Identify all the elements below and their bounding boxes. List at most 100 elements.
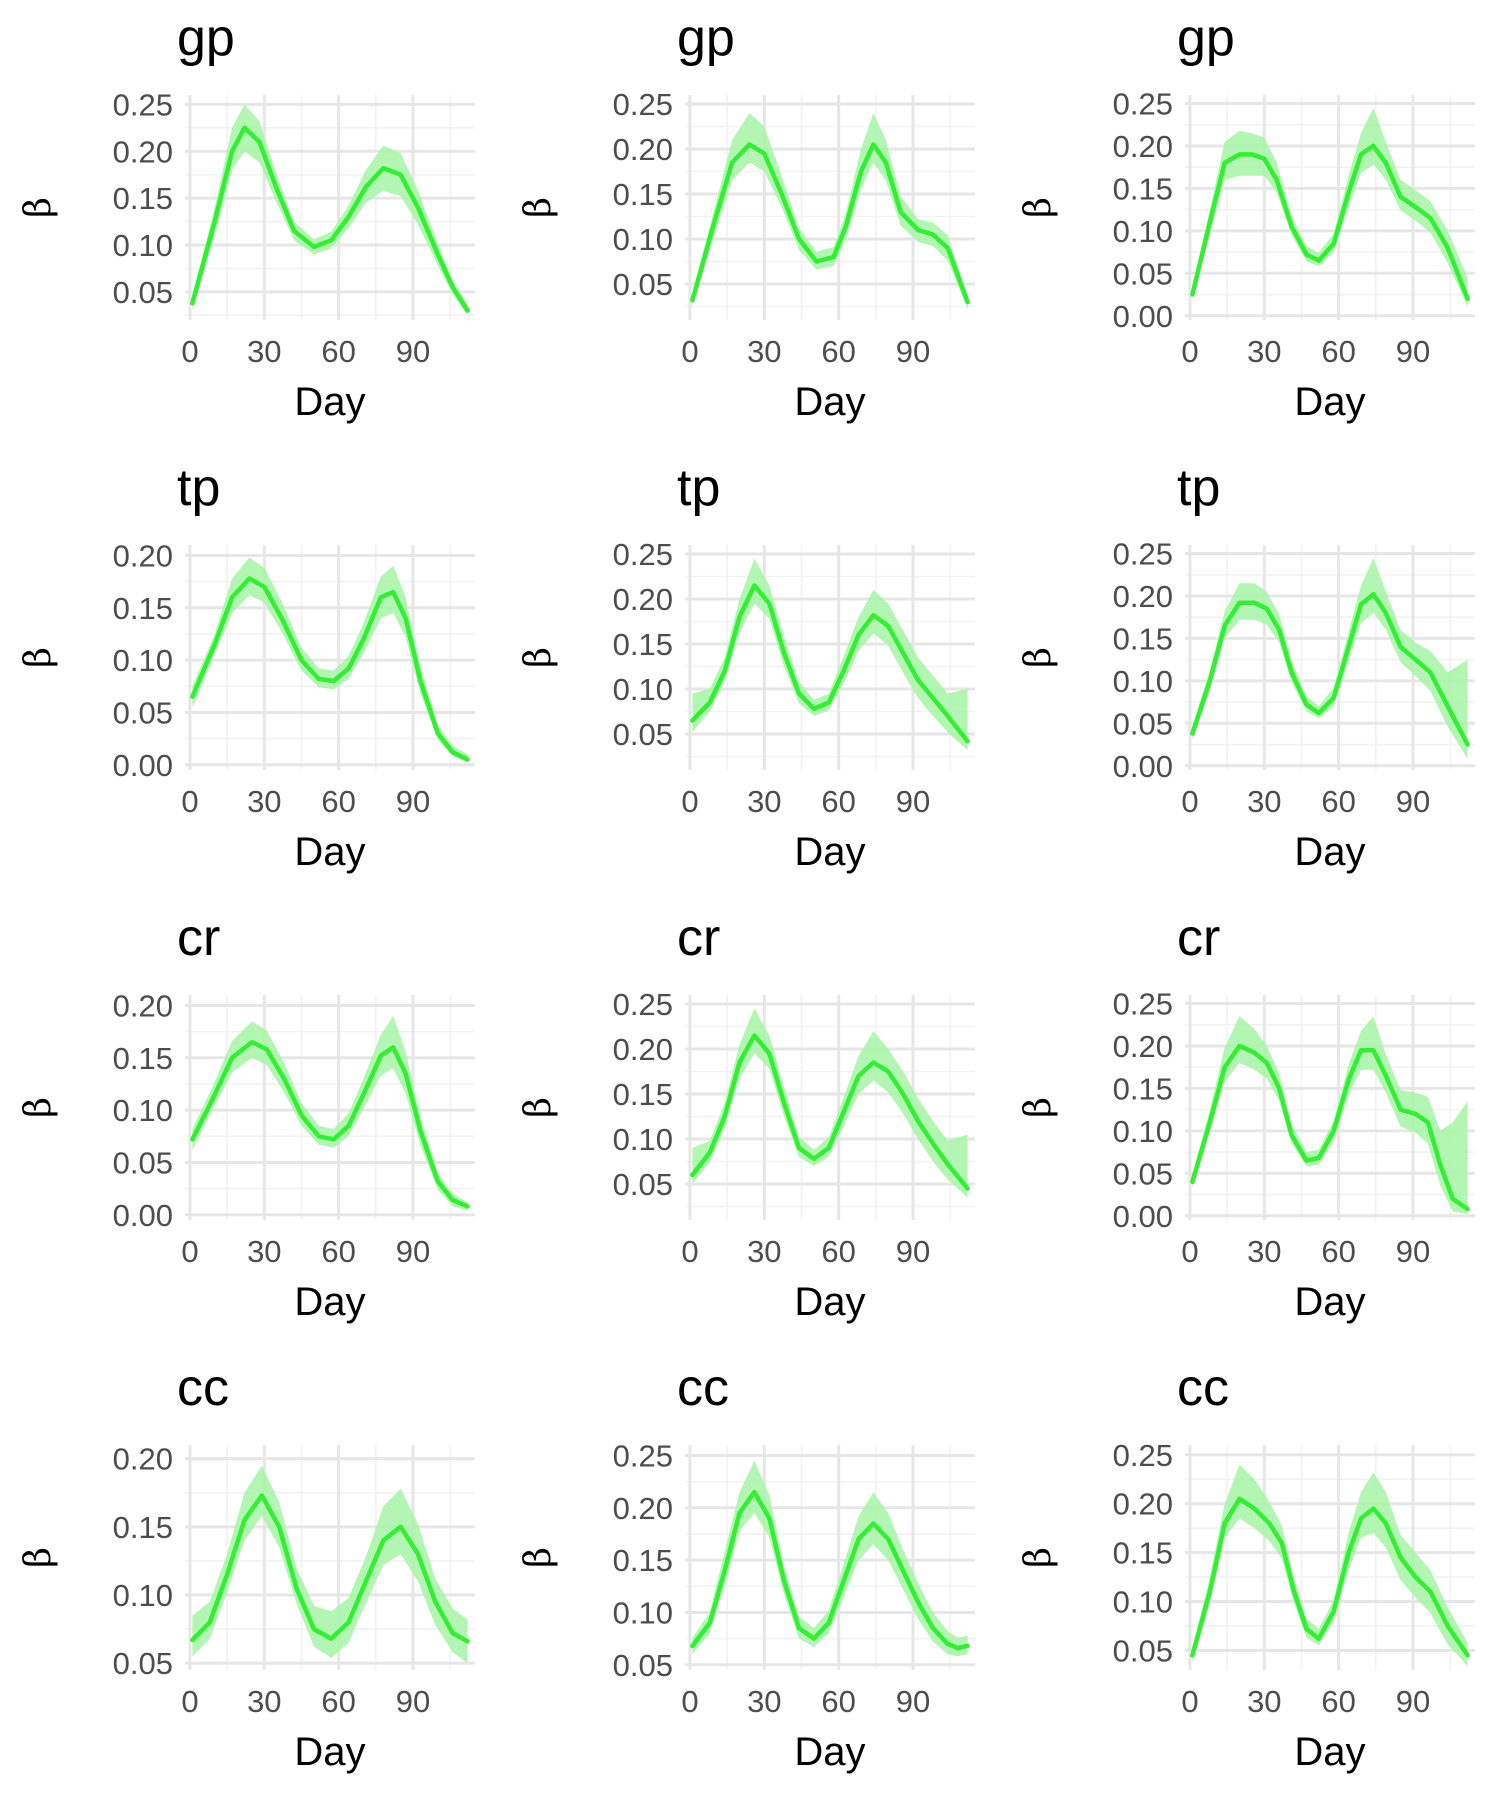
x-tick-label: 90 — [1396, 1234, 1430, 1269]
x-tick-label: 90 — [896, 334, 930, 369]
confidence-band — [692, 1460, 968, 1657]
y-tick-label: 0.00 — [113, 1198, 173, 1233]
panel-title: cc — [677, 1359, 729, 1417]
confidence-band — [692, 113, 968, 310]
y-axis-label: β — [518, 1097, 559, 1118]
y-tick-label: 0.10 — [1113, 1114, 1173, 1149]
x-tick-label: 0 — [181, 334, 198, 369]
x-tick-label: 0 — [1181, 784, 1198, 819]
x-axis-label: Day — [1294, 380, 1365, 424]
x-tick-label: 30 — [1247, 1684, 1281, 1719]
series-line — [190, 1039, 470, 1209]
y-axis-label: β — [1018, 1097, 1059, 1118]
y-tick-label: 0.25 — [1113, 86, 1173, 121]
y-axis-label: β — [1018, 1547, 1059, 1568]
y-tick-label: 0.10 — [113, 1578, 173, 1613]
y-tick-label: 0.25 — [113, 87, 173, 122]
y-tick-label: 0.10 — [113, 643, 173, 678]
y-tick-label: 0.15 — [113, 591, 173, 626]
y-tick-label: 0.10 — [613, 1122, 673, 1157]
x-axis-label: Day — [794, 830, 865, 874]
x-tick-label: 60 — [821, 1234, 855, 1269]
y-tick-label: 0.20 — [113, 134, 173, 169]
y-tick-label: 0.15 — [113, 1510, 173, 1545]
x-tick-label: 30 — [1247, 784, 1281, 819]
y-tick-label: 0.05 — [1113, 706, 1173, 741]
y-tick-label: 0.25 — [613, 87, 673, 122]
series-line — [1190, 591, 1470, 747]
x-tick-label: 60 — [321, 1234, 355, 1269]
y-tick-label: 0.05 — [113, 1646, 173, 1681]
x-tick-label: 60 — [1321, 1684, 1355, 1719]
panel-title: cc — [1177, 1359, 1229, 1417]
series-line — [690, 1489, 970, 1651]
panel-title: gp — [177, 9, 235, 67]
y-tick-label: 0.25 — [613, 537, 673, 572]
y-tick-label: 0.25 — [1113, 536, 1173, 571]
series-line — [690, 1033, 970, 1191]
y-tick-label: 0.05 — [1113, 256, 1173, 291]
y-tick-label: 0.00 — [1113, 1199, 1173, 1234]
y-tick-label: 0.15 — [613, 1077, 673, 1112]
x-axis-label: Day — [794, 1730, 865, 1774]
x-tick-label: 0 — [681, 784, 698, 819]
confidence-band — [1192, 107, 1468, 308]
y-tick-label: 0.25 — [613, 987, 673, 1022]
x-tick-label: 30 — [747, 784, 781, 819]
y-tick-label: 0.15 — [1113, 621, 1173, 656]
y-tick-label: 0.20 — [613, 1032, 673, 1067]
y-tick-label: 0.05 — [613, 1648, 673, 1683]
y-tick-label: 0.00 — [113, 748, 173, 783]
y-tick-label: 0.15 — [613, 627, 673, 662]
y-tick-label: 0.15 — [613, 177, 673, 212]
x-axis-label: Day — [294, 830, 365, 874]
x-tick-label: 0 — [1181, 1234, 1198, 1269]
x-axis-label: Day — [1294, 1280, 1365, 1324]
series-line — [690, 142, 970, 305]
panel-title: tp — [1177, 459, 1220, 517]
panel-title: cr — [677, 909, 720, 967]
y-tick-label: 0.20 — [613, 1491, 673, 1526]
y-tick-label: 0.00 — [1113, 299, 1173, 334]
x-tick-label: 90 — [396, 784, 430, 819]
y-axis-label: β — [18, 647, 59, 668]
y-tick-label: 0.05 — [113, 695, 173, 730]
x-axis-label: Day — [294, 1730, 365, 1774]
y-axis-label: β — [18, 197, 59, 218]
y-tick-label: 0.10 — [613, 672, 673, 707]
series-line — [190, 125, 470, 313]
y-tick-label: 0.15 — [1113, 1536, 1173, 1571]
x-tick-label: 90 — [896, 784, 930, 819]
x-tick-label: 0 — [1181, 1684, 1198, 1719]
x-axis-label: Day — [1294, 830, 1365, 874]
x-tick-label: 30 — [747, 1684, 781, 1719]
x-tick-label: 90 — [896, 1684, 930, 1719]
x-tick-label: 90 — [1396, 784, 1430, 819]
x-tick-label: 90 — [396, 334, 430, 369]
y-tick-label: 0.05 — [613, 717, 673, 752]
y-tick-label: 0.15 — [113, 1041, 173, 1076]
y-axis-label: β — [18, 1097, 59, 1118]
confidence-band — [192, 104, 468, 316]
confidence-band — [1192, 557, 1468, 759]
x-tick-label: 30 — [1247, 334, 1281, 369]
x-tick-label: 90 — [1396, 1684, 1430, 1719]
y-tick-label: 0.05 — [113, 1145, 173, 1180]
y-tick-label: 0.15 — [1113, 171, 1173, 206]
x-tick-label: 0 — [181, 784, 198, 819]
x-tick-label: 60 — [321, 784, 355, 819]
y-tick-label: 0.05 — [1113, 1633, 1173, 1668]
x-tick-label: 0 — [681, 1684, 698, 1719]
confidence-band — [192, 1015, 468, 1211]
y-tick-label: 0.05 — [613, 1167, 673, 1202]
y-tick-label: 0.10 — [1113, 214, 1173, 249]
y-tick-label: 0.00 — [1113, 749, 1173, 784]
panel-title: cr — [177, 909, 220, 967]
x-tick-label: 90 — [396, 1684, 430, 1719]
confidence-band — [1192, 1016, 1468, 1215]
